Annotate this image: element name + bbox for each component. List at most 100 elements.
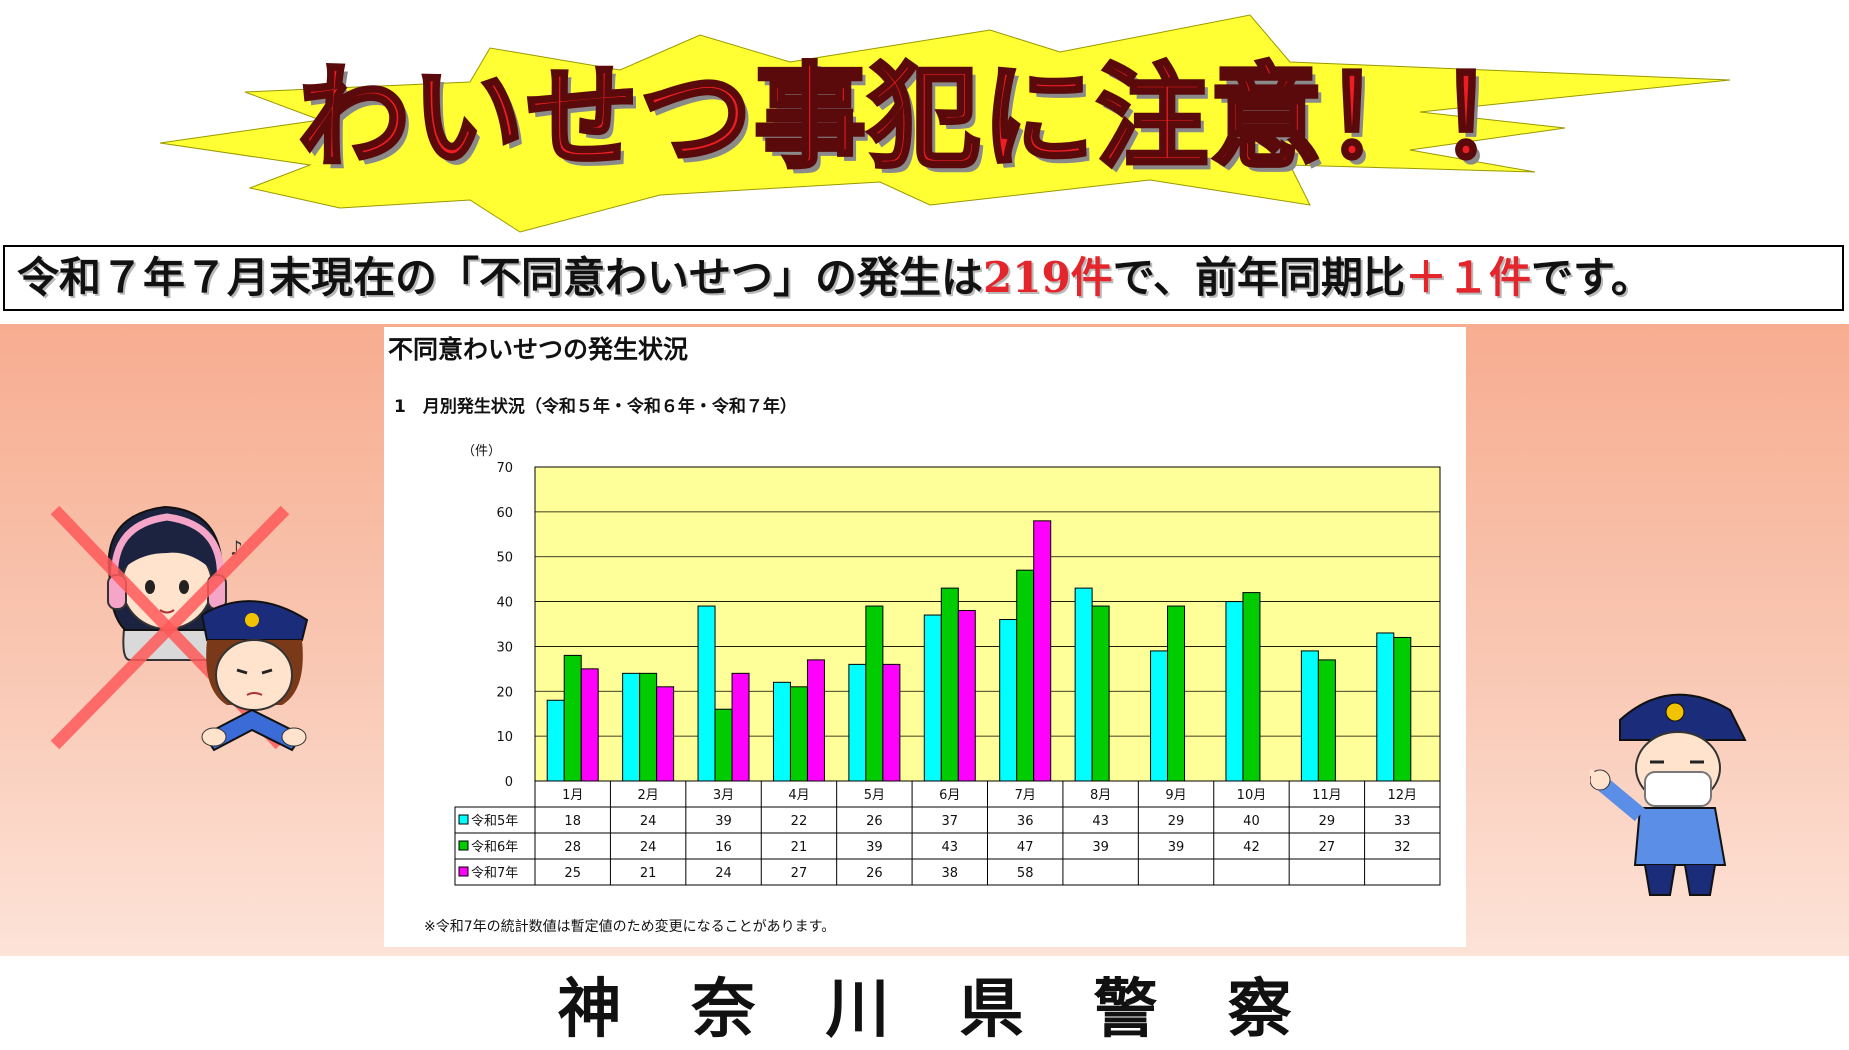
x-tick-label: 11月 (1312, 788, 1342, 803)
bar (865, 605, 884, 782)
summary-banner: 令和７年７月末現在の「不同意わいせつ」の発生は219件で、前年同期比＋１件です。 (3, 245, 1844, 311)
data-label: 29 (1168, 814, 1185, 829)
bar (1300, 650, 1319, 782)
y-axis-label: （件） (462, 444, 501, 459)
data-label: 24 (715, 866, 732, 881)
bar (1393, 636, 1412, 782)
x-tick-label: 8月 (1090, 788, 1111, 803)
x-tick-label: 1月 (562, 788, 583, 803)
data-label: 33 (1394, 814, 1411, 829)
data-label: 21 (640, 866, 657, 881)
data-label: 27 (1319, 840, 1336, 855)
data-label: 26 (866, 866, 883, 881)
data-label: 47 (1017, 840, 1034, 855)
data-label: 39 (715, 814, 732, 829)
legend-swatch (458, 840, 469, 851)
bar (999, 619, 1018, 782)
bar (639, 672, 658, 782)
bars (546, 520, 1412, 782)
data-label: 43 (942, 840, 959, 855)
plot-area (534, 466, 1441, 782)
data-label: 39 (866, 840, 883, 855)
y-tick-label: 40 (496, 596, 513, 611)
y-axis: 0 10 20 30 40 50 60 70 （件） (462, 444, 513, 790)
x-tick-label: 5月 (864, 788, 885, 803)
bar (1167, 605, 1186, 782)
police-officer-female-icon (200, 600, 309, 752)
footer-organization: 神奈川県警察 (557, 972, 1362, 1047)
bar (546, 699, 565, 782)
x-tick-label: 12月 (1388, 788, 1418, 803)
data-label: 21 (791, 840, 808, 855)
data-label: 16 (715, 840, 732, 855)
y-tick-label: 30 (496, 640, 513, 655)
banner-diff: ＋１件 (1405, 253, 1532, 302)
data-label: 18 (564, 814, 581, 829)
data-label: 37 (942, 814, 959, 829)
bar (882, 663, 901, 782)
bar (806, 659, 825, 782)
table-body (454, 806, 1441, 886)
bar (622, 672, 641, 782)
headline-burst (159, 14, 1731, 233)
bar (580, 668, 599, 782)
legend-swatch (458, 866, 469, 877)
x-tick-label: 6月 (939, 788, 960, 803)
bar (1016, 569, 1035, 782)
police-officer-pointing-icon (1590, 693, 1747, 896)
x-tick-label: 9月 (1165, 788, 1186, 803)
x-tick-label: 4月 (788, 788, 809, 803)
legend-swatch (458, 814, 469, 825)
bar (714, 708, 733, 782)
data-label: 58 (1017, 866, 1034, 881)
data-label: 36 (1017, 814, 1034, 829)
x-tick-label: 3月 (713, 788, 734, 803)
bar (731, 672, 750, 782)
y-tick-label: 10 (496, 730, 513, 745)
data-label: 38 (942, 866, 959, 881)
bar (1033, 520, 1052, 782)
bar (563, 654, 582, 782)
chart-subtitle: 1 月別発生状況（令和５年・令和６年・令和７年） (394, 397, 797, 417)
bar (1376, 632, 1395, 782)
x-tick-label: 7月 (1015, 788, 1036, 803)
x-tick-label: 10月 (1237, 788, 1267, 803)
data-label: 39 (1168, 840, 1185, 855)
bar (1074, 587, 1093, 782)
banner-suffix: です。 (1531, 253, 1653, 302)
headline: わいせつ事犯に注意！！ (296, 53, 1552, 183)
legend-label: 令和6年 (471, 840, 518, 855)
chart-note: ※令和7年の統計数値は暫定値のため変更になることがあります。 (424, 919, 836, 935)
data-label: 25 (564, 866, 581, 881)
data-label: 39 (1092, 840, 1109, 855)
y-tick-label: 20 (496, 685, 513, 700)
data-label: 42 (1243, 840, 1260, 855)
illustration-group-left: ♪ (50, 505, 290, 750)
banner-count: 219件 (983, 253, 1113, 302)
data-label: 24 (640, 840, 657, 855)
data-label: 27 (791, 866, 808, 881)
y-tick-label: 0 (505, 775, 513, 790)
bar (656, 686, 675, 782)
data-label: 28 (564, 840, 581, 855)
bar (1150, 650, 1169, 782)
legend-label: 令和7年 (471, 866, 518, 881)
bar (697, 605, 716, 782)
y-tick-label: 70 (496, 461, 513, 476)
data-label: 26 (866, 814, 883, 829)
chart-title: 不同意わいせつの発生状況 (388, 335, 689, 364)
bar (1225, 601, 1244, 782)
y-tick-label: 60 (496, 506, 513, 521)
data-label: 40 (1243, 814, 1260, 829)
banner-prefix: 令和７年７月末現在の「不同意わいせつ」の発生は (17, 253, 984, 302)
data-label: 24 (640, 814, 657, 829)
bar (957, 610, 976, 782)
bar (940, 587, 959, 782)
y-tick-label: 50 (496, 551, 513, 566)
x-tick-label: 2月 (637, 788, 658, 803)
legend-label: 令和5年 (471, 814, 518, 829)
data-label: 29 (1319, 814, 1336, 829)
banner-middle: で、前年同期比 (1112, 253, 1406, 302)
